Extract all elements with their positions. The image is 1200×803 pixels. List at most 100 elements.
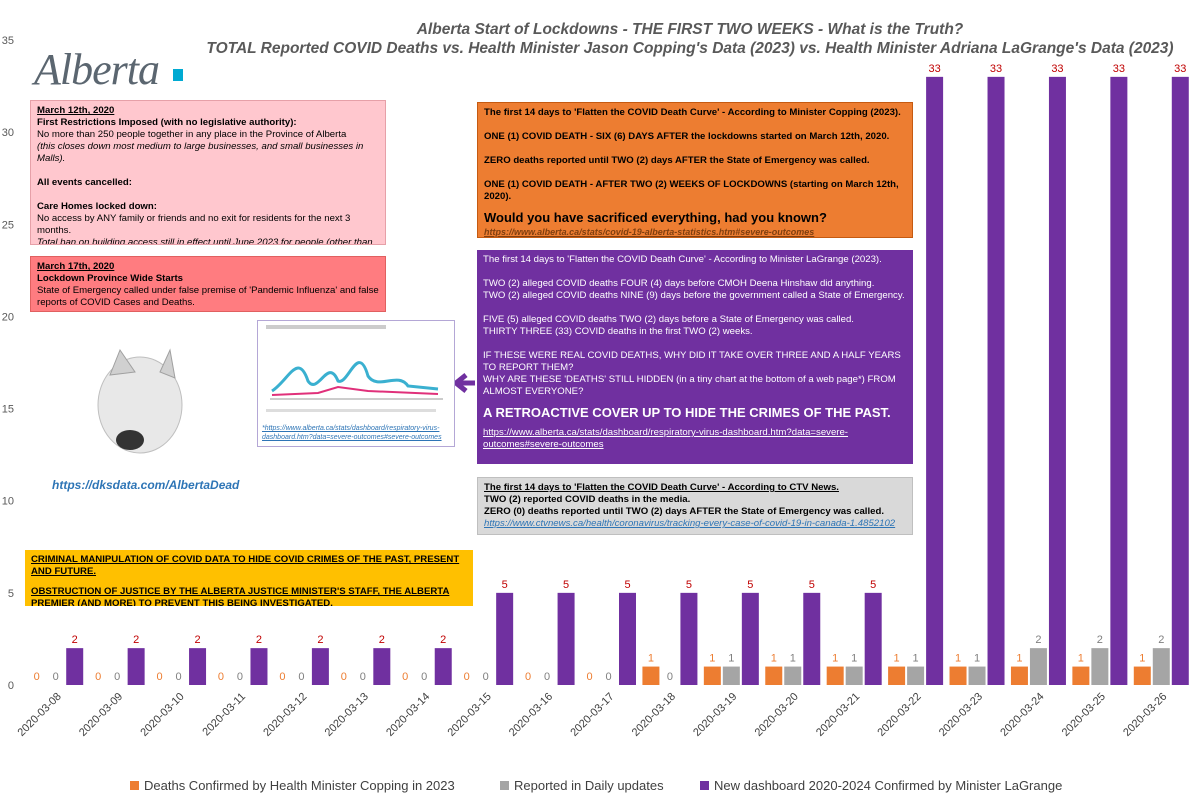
data-label: 0 [298, 671, 304, 683]
data-label: 5 [747, 579, 753, 591]
bar [434, 648, 452, 685]
logo-mark [173, 69, 183, 81]
legend-label: Deaths Confirmed by Health Minister Copp… [144, 778, 455, 793]
data-label: 2 [440, 634, 446, 646]
data-label: 0 [114, 671, 120, 683]
data-label: 1 [955, 653, 961, 665]
data-label: 5 [686, 579, 692, 591]
data-label: 5 [809, 579, 815, 591]
x-tick-label: 2020-03-12 [261, 691, 309, 739]
bar [1133, 666, 1151, 685]
data-label: 2 [256, 634, 262, 646]
data-label: 1 [1139, 653, 1145, 665]
bar [784, 666, 802, 685]
note-line: TWO (2) reported COVID deaths in the med… [484, 494, 691, 505]
note-line: First Restrictions Imposed (with no legi… [37, 117, 297, 128]
bar [826, 666, 844, 685]
data-label: 2 [1097, 634, 1103, 646]
data-label: 0 [360, 671, 366, 683]
data-label: 0 [667, 671, 673, 683]
data-label: 2 [72, 634, 78, 646]
bar [1152, 648, 1170, 685]
bar [888, 666, 906, 685]
data-label: 5 [563, 579, 569, 591]
note-line: ONE (1) COVID DEATH - AFTER TWO (2) WEEK… [484, 179, 899, 202]
bar [496, 592, 514, 685]
bar [741, 592, 759, 685]
data-label: 0 [279, 671, 285, 683]
data-label: 2 [1035, 634, 1041, 646]
bar [66, 648, 84, 685]
data-label: 1 [974, 653, 980, 665]
note-march-17: March 17th, 2020 Lockdown Province Wide … [30, 256, 386, 312]
data-label: 0 [237, 671, 243, 683]
bar [373, 648, 391, 685]
y-tick-label: 25 [2, 219, 14, 231]
note-line: Care Homes locked down: [37, 201, 157, 212]
x-tick-label: 2020-03-10 [138, 691, 186, 739]
x-tick-label: 2020-03-23 [937, 691, 985, 739]
x-tick-label: 2020-03-22 [875, 691, 923, 739]
bar [1110, 76, 1128, 686]
bar [1171, 76, 1189, 686]
note-criminal: CRIMINAL MANIPULATION OF COVID DATA TO H… [25, 550, 473, 606]
note-link: https://www.alberta.ca/stats/dashboard/r… [483, 427, 849, 450]
data-label: 1 [1078, 653, 1084, 665]
bar [845, 666, 863, 685]
data-label: 0 [34, 671, 40, 683]
data-label: 0 [605, 671, 611, 683]
x-tick-label: 2020-03-25 [1060, 691, 1108, 739]
data-label: 1 [1016, 653, 1022, 665]
legend-swatch [130, 781, 139, 790]
data-label: 0 [402, 671, 408, 683]
data-label: 1 [790, 653, 796, 665]
x-tick-label: 2020-03-16 [507, 691, 555, 739]
note-line: ZERO (0) deaths reported until TWO (2) d… [484, 506, 884, 517]
data-label: 1 [648, 653, 654, 665]
note-line: The first 14 days to 'Flatten the COVID … [484, 482, 839, 493]
note-line: TWO (2) alleged COVID deaths FOUR (4) da… [483, 278, 875, 289]
bar [250, 648, 268, 685]
data-label: 2 [1158, 634, 1164, 646]
bar [968, 666, 986, 685]
note-ctv: The first 14 days to 'Flatten the COVID … [477, 477, 913, 535]
bar [557, 592, 575, 685]
data-label: 0 [464, 671, 470, 683]
data-label: 1 [832, 653, 838, 665]
note-line: All events cancelled: [37, 177, 132, 188]
data-label: 0 [218, 671, 224, 683]
data-label: 5 [502, 579, 508, 591]
bar [1010, 666, 1028, 685]
data-label: 0 [341, 671, 347, 683]
data-label: 0 [525, 671, 531, 683]
chart-title: Alberta Start of Lockdowns - THE FIRST T… [416, 21, 964, 38]
x-tick-label: 2020-03-11 [200, 691, 248, 739]
legend-label: Reported in Daily updates [514, 778, 664, 793]
note-line: ZERO deaths reported until TWO (2) days … [484, 155, 870, 166]
data-label: 2 [379, 634, 385, 646]
note-copping: The first 14 days to 'Flatten the COVID … [477, 102, 913, 238]
data-label: 33 [990, 63, 1002, 75]
note-link: https://www.alberta.ca/stats/covid-19-al… [484, 227, 815, 237]
bar [642, 666, 660, 685]
x-tick-label: 2020-03-09 [77, 691, 125, 739]
website: https://dksdata.com/AlbertaDead [52, 478, 240, 492]
chart-subtitle: TOTAL Reported COVID Deaths vs. Health M… [206, 40, 1173, 57]
x-tick-label: 2020-03-26 [1121, 691, 1169, 739]
note-line: The first 14 days to 'Flatten the COVID … [484, 107, 901, 118]
y-tick-label: 0 [8, 680, 14, 692]
bar [1048, 76, 1066, 686]
x-tick-label: 2020-03-17 [568, 691, 616, 739]
note-line: The first 14 days to 'Flatten the COVID … [483, 254, 882, 265]
data-label: 1 [851, 653, 857, 665]
x-tick-label: 2020-03-21 [814, 691, 862, 739]
x-tick-label: 2020-03-18 [630, 691, 678, 739]
data-label: 2 [133, 634, 139, 646]
note-line: Total ban on building access still in ef… [37, 237, 373, 245]
y-tick-label: 10 [2, 496, 14, 508]
data-label: 1 [709, 653, 715, 665]
x-tick-label: 2020-03-13 [323, 691, 371, 739]
data-label: 33 [1113, 63, 1125, 75]
x-tick-label: 2020-03-14 [384, 691, 432, 739]
